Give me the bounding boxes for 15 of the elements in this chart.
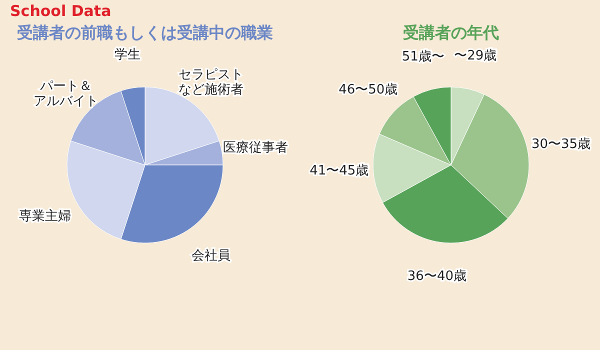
slice-label: 学生 <box>114 47 140 62</box>
text: School Data <box>10 2 112 20</box>
chart-title: 受講者の年代 <box>402 23 499 42</box>
slice-label: 会社員 <box>191 248 230 264</box>
slice-label: 専業主婦 <box>19 208 72 224</box>
slice-label: セラピストなど施術者 <box>178 67 244 98</box>
slice-label: 36〜40歳 <box>407 269 467 284</box>
slice-label: パート＆アルバイト <box>33 78 98 109</box>
slice-label: 〜29歳 <box>454 48 497 64</box>
chart-title: 受講者の前職もしくは受講中の職業 <box>16 23 273 42</box>
slice-label: 30〜35歳 <box>531 137 591 152</box>
slice-label: 41〜45歳 <box>310 163 369 178</box>
slice-label: 51歳〜 <box>402 50 444 65</box>
slice-label: 医療従事者 <box>223 140 288 156</box>
slice-label: 46〜50歳 <box>338 82 398 98</box>
